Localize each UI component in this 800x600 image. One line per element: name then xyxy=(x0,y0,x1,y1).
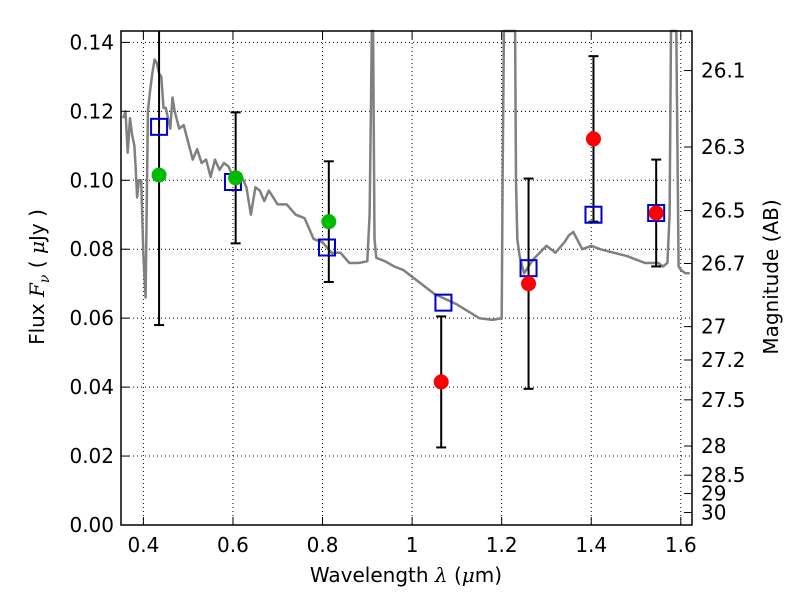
mag-tick-label: 30 xyxy=(701,500,726,524)
mag-tick-label: 26.3 xyxy=(701,135,746,159)
observed-point-green xyxy=(228,170,244,186)
mag-tick-label: 27 xyxy=(701,315,726,339)
mag-tick-label: 26.5 xyxy=(701,199,746,223)
y-axis-title: Flux Fν ( μJy ) xyxy=(25,209,53,345)
x-axis-title: Wavelength λ (μm) xyxy=(310,563,502,587)
mag-tick-label: 27.2 xyxy=(701,348,746,372)
x-tick-label: 0.4 xyxy=(127,533,159,557)
plot-frame xyxy=(120,30,693,526)
model-photometry-point xyxy=(647,204,666,223)
spectrum-layer xyxy=(122,29,690,322)
errorbar-layer xyxy=(154,31,662,449)
axes-frame-layer xyxy=(120,30,693,526)
y-tick-label: 0.14 xyxy=(69,30,114,54)
x-tick-label: 1.2 xyxy=(486,533,518,557)
mag-tick-label: 29 xyxy=(701,482,726,506)
model-photometry-point xyxy=(519,259,538,278)
model-photometry-point xyxy=(318,238,337,257)
y-tick-label: 0.00 xyxy=(69,513,114,537)
y-tick-label: 0.10 xyxy=(69,168,114,192)
x-tick-label: 1 xyxy=(406,533,419,557)
mag-tick-label: 27.5 xyxy=(701,388,746,412)
mag-tick-label: 28 xyxy=(701,434,726,458)
y-tick-label: 0.02 xyxy=(69,444,114,468)
y-tick-label: 0.06 xyxy=(69,306,114,330)
mag-tick-label: 28.5 xyxy=(701,463,746,487)
x-tick-label: 1.4 xyxy=(575,533,607,557)
observed-point-red xyxy=(648,205,664,221)
observed-point-green xyxy=(321,214,337,230)
mag-tick-label: 26.7 xyxy=(701,251,746,275)
observed-point-red xyxy=(521,276,537,292)
x-tick-label: 0.6 xyxy=(217,533,249,557)
tick-layer: 0.4 0.6 0.8 1 1.2 1.4 1.6 0.00 0.02 0.04 0.06 0.08 0… xyxy=(69,30,745,557)
model-photometry-point xyxy=(584,205,603,224)
y-tick-label: 0.12 xyxy=(69,99,114,123)
observed-point-red xyxy=(433,374,449,390)
model-photometry-point xyxy=(434,293,453,312)
y2-axis-title: Magnitude (AB) xyxy=(759,199,783,354)
mag-tick-label: 26.1 xyxy=(701,59,746,83)
marker-layer xyxy=(150,117,666,390)
model-photometry-point xyxy=(150,117,169,136)
y-tick-label: 0.08 xyxy=(69,237,114,261)
observed-point-red xyxy=(585,131,601,147)
y-tick-label: 0.04 xyxy=(69,375,114,399)
model-spectrum-line xyxy=(122,29,690,322)
x-tick-label: 1.6 xyxy=(665,533,697,557)
x-tick-label: 0.8 xyxy=(307,533,339,557)
grid xyxy=(121,31,692,526)
observed-point-green xyxy=(151,167,167,183)
